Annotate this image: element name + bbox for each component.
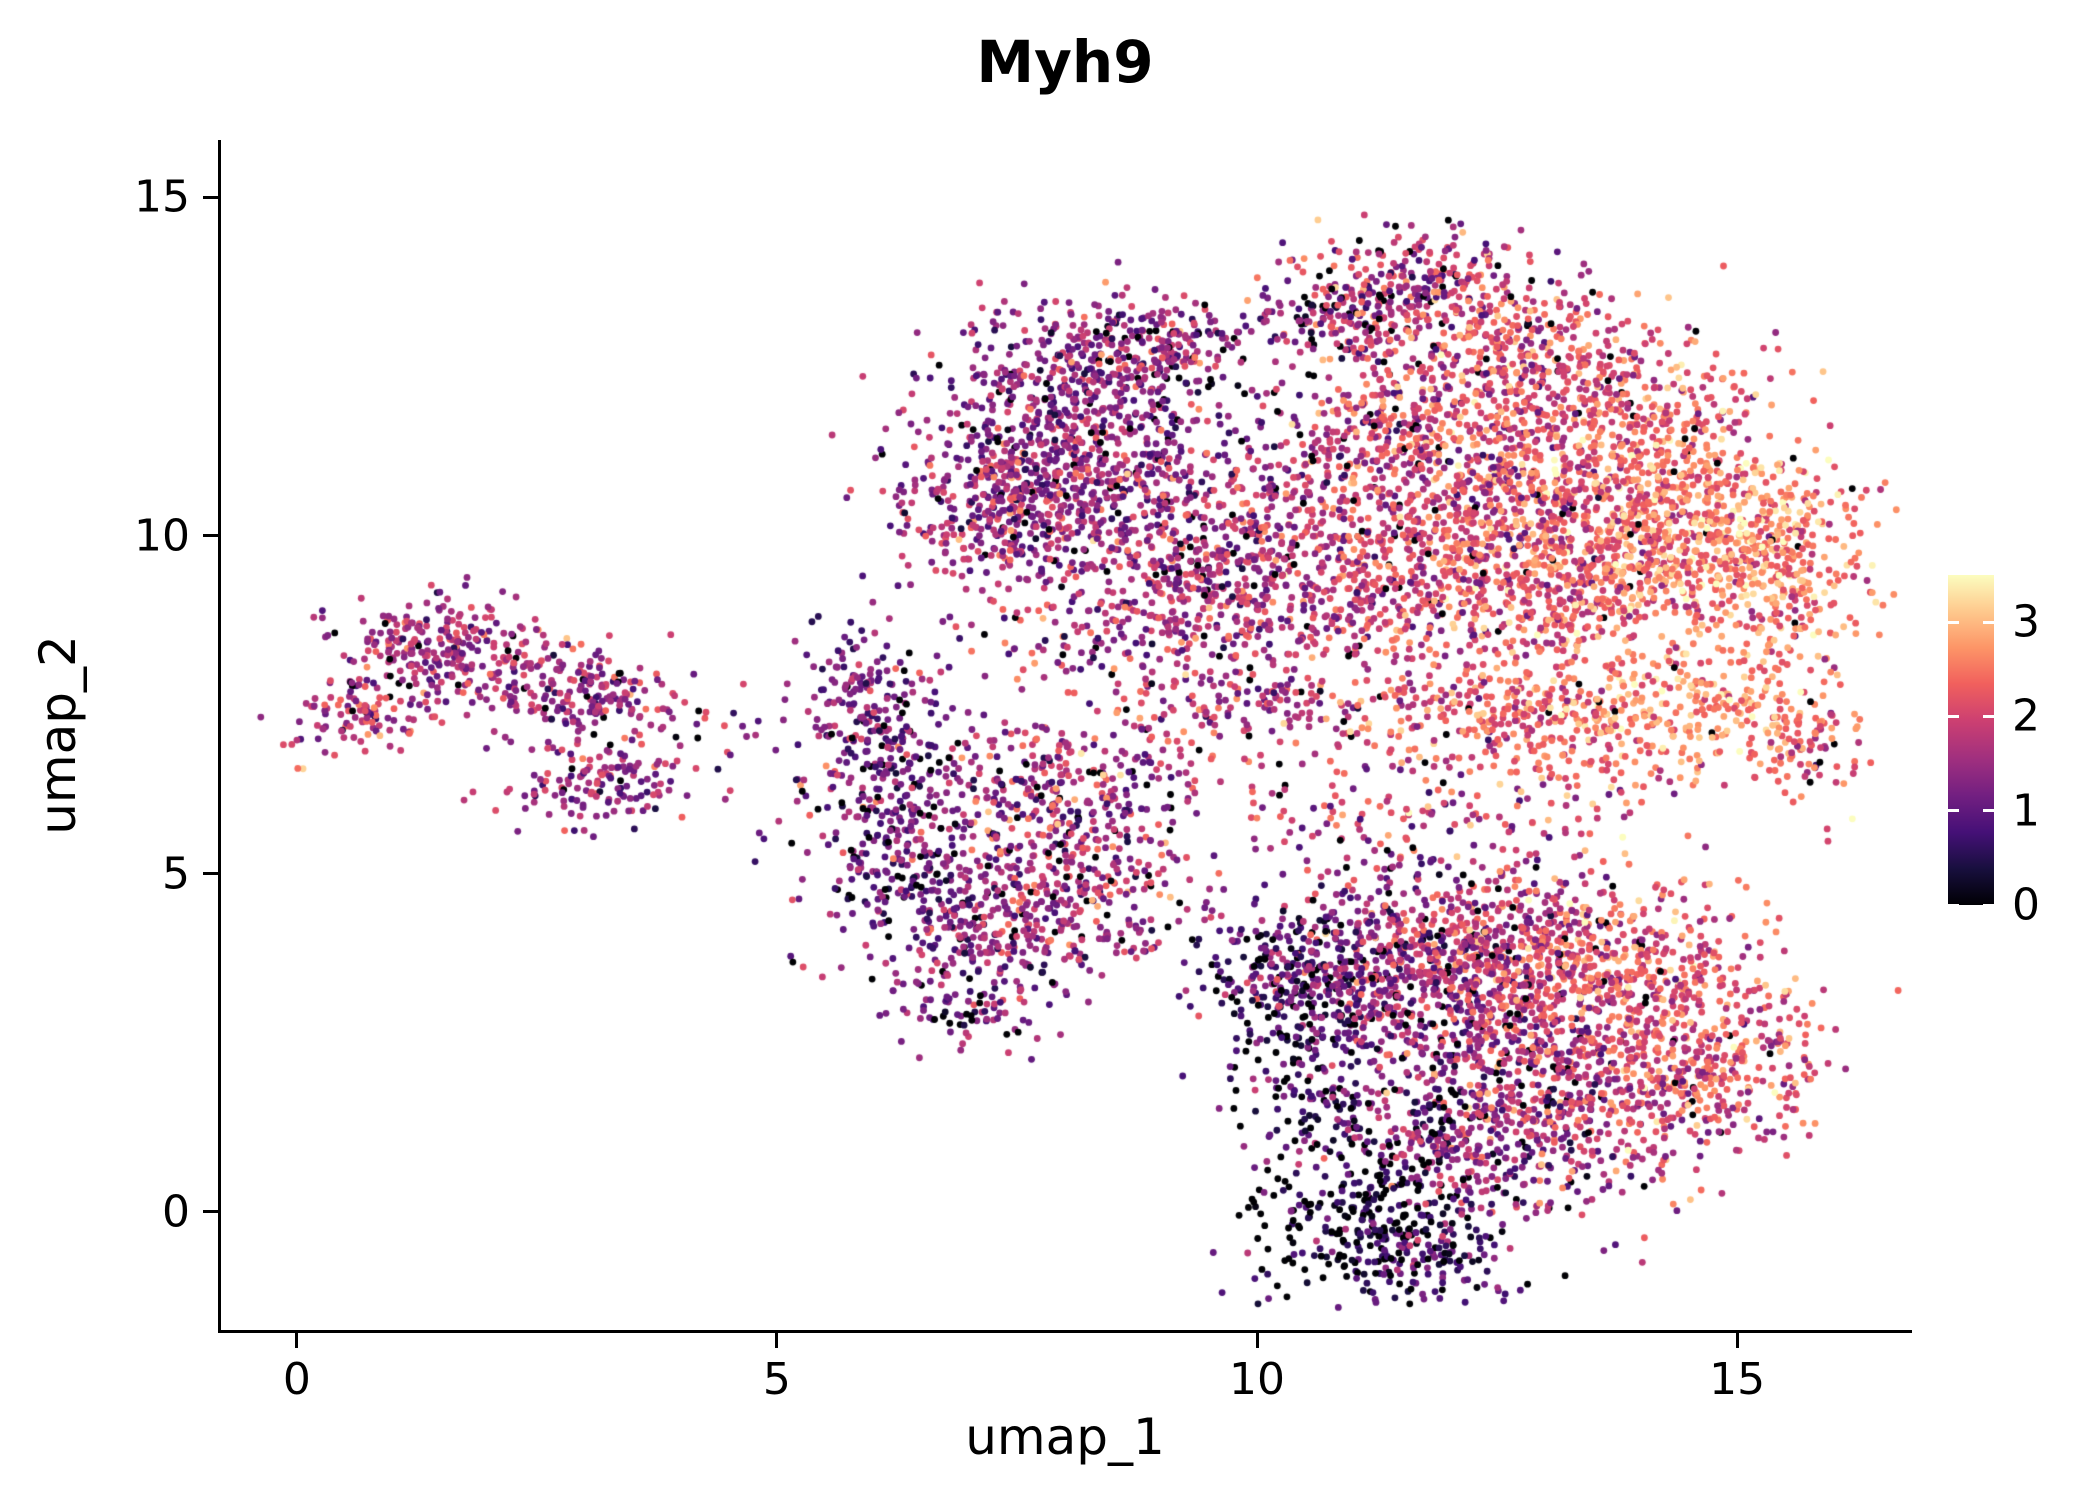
x-axis-line	[218, 1330, 1912, 1333]
x-tick-label: 10	[1229, 1354, 1286, 1405]
colorbar-gradient	[1948, 575, 1994, 905]
y-axis-label: umap_2	[29, 635, 87, 835]
y-tick-label: 0	[162, 1186, 190, 1238]
colorbar-tick-label: 1	[2012, 785, 2040, 837]
y-tick-label: 15	[134, 171, 190, 223]
x-tick-label: 5	[762, 1354, 791, 1405]
colorbar-tick-mark	[1983, 809, 1994, 813]
y-axis-tick	[203, 1210, 218, 1214]
x-axis-tick	[775, 1333, 779, 1348]
colorbar-tick-label: 3	[2012, 596, 2040, 648]
colorbar-tick-mark	[1948, 809, 1959, 813]
colorbar-tick-mark	[1948, 714, 1959, 718]
y-axis-tick	[203, 872, 218, 876]
colorbar-legend	[1948, 575, 1994, 905]
x-tick-label: 0	[282, 1354, 311, 1405]
colorbar-tick-mark	[1948, 620, 1959, 624]
x-axis-tick	[295, 1333, 299, 1348]
colorbar-tick-label: 2	[2012, 690, 2040, 742]
x-axis-tick	[1255, 1333, 1259, 1348]
colorbar-tick-mark	[1983, 620, 1994, 624]
y-axis-tick	[203, 195, 218, 199]
colorbar-tick-mark	[1983, 903, 1994, 907]
plot-title: Myh9	[976, 28, 1154, 96]
x-axis-label: umap_1	[965, 1408, 1165, 1466]
y-tick-label: 10	[134, 510, 190, 562]
y-tick-label: 5	[162, 848, 190, 900]
colorbar-tick-mark	[1983, 714, 1994, 718]
x-tick-label: 15	[1709, 1354, 1766, 1405]
y-axis-line	[218, 140, 221, 1333]
colorbar-tick-mark	[1948, 903, 1959, 907]
x-axis-tick	[1735, 1333, 1739, 1348]
y-axis-tick	[203, 534, 218, 538]
colorbar-tick-label: 0	[2012, 879, 2040, 931]
